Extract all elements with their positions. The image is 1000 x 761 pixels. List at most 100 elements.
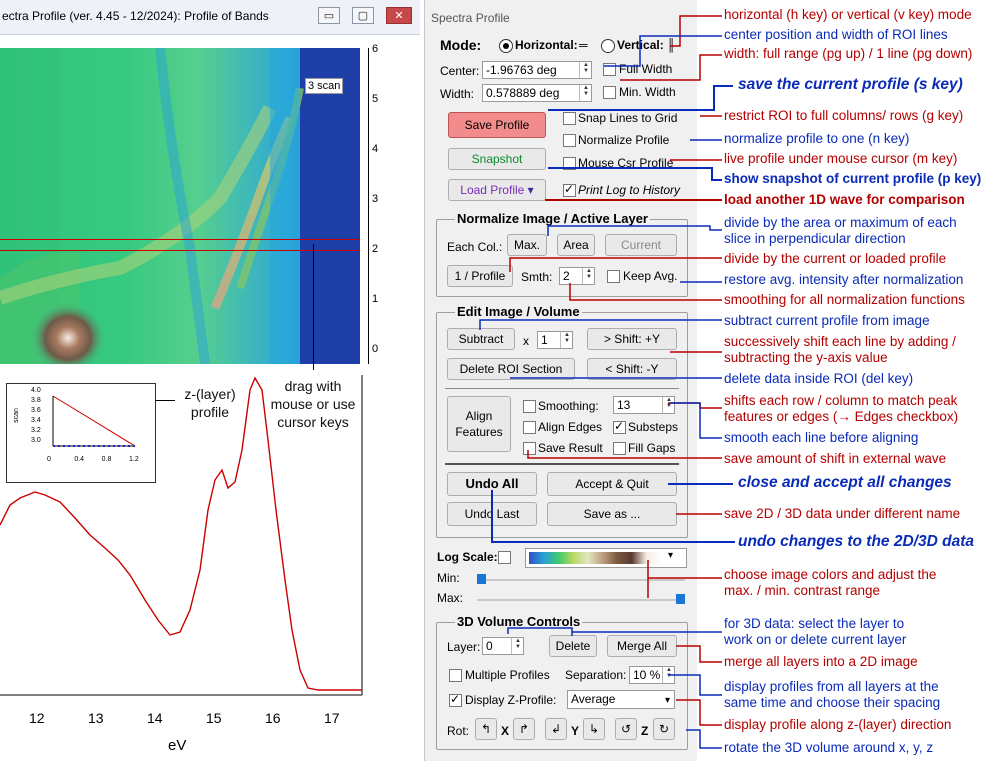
snapshot-button[interactable]: Snapshot <box>448 148 546 170</box>
align-edges-checkbox[interactable] <box>523 421 536 434</box>
rotate-z-ccw-icon[interactable]: ↺ <box>615 718 637 740</box>
annotation-align-1: shifts each row / column to match peak <box>724 393 958 408</box>
substeps-checkbox[interactable] <box>613 419 626 434</box>
subtract-button[interactable]: Subtract <box>447 328 515 350</box>
save-result-checkbox[interactable] <box>523 442 536 455</box>
horizontal-radio[interactable] <box>499 39 513 53</box>
divider <box>445 388 679 389</box>
mouse-csr-label: Mouse Csr Profile <box>578 156 674 170</box>
align-features-button[interactable]: Align Features <box>447 396 511 452</box>
max-slider-thumb[interactable] <box>676 594 685 604</box>
save-result-label: Save Result <box>538 441 603 455</box>
min-width-checkbox[interactable] <box>603 86 616 99</box>
width-input[interactable]: 0.578889 deg <box>482 84 592 102</box>
annotation-rotate: rotate the 3D volume around x, y, z <box>724 740 934 755</box>
mouse-csr-checkbox[interactable] <box>563 157 576 170</box>
current-button[interactable]: Current <box>605 234 677 256</box>
rotate-z-cw-icon[interactable]: ↻ <box>653 718 675 740</box>
close-button[interactable]: ✕ <box>386 7 412 24</box>
rot-z-label: Z <box>641 724 649 738</box>
annotation-colors-2: max. / min. contrast range <box>724 583 881 598</box>
snap-lines-checkbox[interactable] <box>563 112 576 125</box>
mode-label: Mode: <box>440 37 482 53</box>
annotation-mode: horizontal (h key) or vertical (v key) m… <box>724 7 972 22</box>
annotation-shift-1: successively shift each line by adding / <box>724 334 956 349</box>
rotate-x-left-icon[interactable]: ↰ <box>475 718 497 740</box>
image-y-tick: 4 <box>372 142 379 155</box>
print-log-checkbox[interactable] <box>563 182 576 197</box>
delete-roi-button[interactable]: Delete ROI Section <box>447 358 575 380</box>
normalize-profile-checkbox[interactable] <box>563 134 576 147</box>
minimize-button[interactable]: ▭ <box>318 7 340 24</box>
annotation-load: load another 1D wave for comparison <box>724 192 965 207</box>
keep-avg-checkbox[interactable] <box>607 270 620 283</box>
x-multiplier-input[interactable]: 1 <box>537 331 573 349</box>
multiple-profiles-checkbox[interactable] <box>449 669 462 682</box>
rotate-y-left-icon[interactable]: ↲ <box>545 718 567 740</box>
smth-stepper[interactable]: ▲ ▼ <box>582 268 595 284</box>
annotation-z-profile: display profile along z-(layer) directio… <box>724 717 952 732</box>
annotation-delete-roi: delete data inside ROI (del key) <box>724 371 914 386</box>
log-scale-label: Log Scale: <box>437 550 498 564</box>
layer-stepper[interactable]: ▲ ▼ <box>511 638 524 654</box>
shift-plus-button[interactable]: > Shift: +Y <box>587 328 677 350</box>
inset-y-ticks: 4.0 3.8 3.6 3.4 3.2 3.0 <box>29 387 51 452</box>
smoothing-stepper[interactable]: ▲ ▼ <box>662 397 675 413</box>
roi-line-bottom[interactable] <box>0 250 360 251</box>
annotation-width: width: full range (pg up) / 1 line (pg d… <box>724 46 973 61</box>
one-over-profile-button[interactable]: 1 / Profile <box>447 265 513 287</box>
profile-x-label: eV <box>168 737 187 754</box>
profile-x-tick: 13 <box>88 710 104 726</box>
save-as-button[interactable]: Save as ... <box>547 502 677 526</box>
color-table-select[interactable]: ▾ <box>525 548 687 568</box>
load-profile-label: Load Profile <box>460 183 525 197</box>
fill-gaps-label: Fill Gaps <box>628 441 676 455</box>
rot-x-label: X <box>501 724 510 738</box>
load-profile-button[interactable]: Load Profile ▾ <box>448 179 546 201</box>
maximize-button[interactable]: ▢ <box>352 7 374 24</box>
separation-stepper[interactable]: ▲ ▼ <box>662 667 675 683</box>
layer-input[interactable]: 0 <box>482 637 524 655</box>
smoothing-input[interactable]: 13 <box>613 396 675 414</box>
keep-avg-label: Keep Avg. <box>623 269 678 283</box>
image-y-axis <box>368 48 369 364</box>
center-stepper[interactable]: ▲ ▼ <box>579 62 592 78</box>
image-y-tick: 5 <box>372 92 379 105</box>
max-label: Max: <box>437 591 464 605</box>
max-button[interactable]: Max. <box>507 234 547 256</box>
shift-minus-button[interactable]: < Shift: -Y <box>587 358 677 380</box>
roi-line-top[interactable] <box>0 239 360 240</box>
band-image[interactable] <box>0 48 360 364</box>
rot-label: Rot: <box>447 724 470 738</box>
accept-quit-button[interactable]: Accept & Quit <box>547 472 677 496</box>
undo-all-button[interactable]: Undo All <box>447 472 537 496</box>
inset-y-tick: 3.6 <box>31 406 41 414</box>
horizontal-label: Horizontal: <box>515 38 578 52</box>
fill-gaps-checkbox[interactable] <box>613 442 626 455</box>
annotation-center: center position and width of ROI lines <box>724 27 948 42</box>
x-multiplier-stepper[interactable]: ▲ ▼ <box>560 332 573 348</box>
area-button[interactable]: Area <box>557 234 595 256</box>
max-slider-track[interactable] <box>477 599 685 601</box>
smoothing-checkbox[interactable] <box>523 400 536 413</box>
inset-x-ticks: 0 0.4 0.8 1.2 <box>47 456 147 468</box>
volume-group-title: 3D Volume Controls <box>455 614 583 629</box>
min-slider-thumb[interactable] <box>477 574 486 584</box>
save-profile-button[interactable]: Save Profile <box>448 112 546 138</box>
display-z-checkbox[interactable] <box>449 692 462 707</box>
profile-x-tick: 12 <box>29 710 45 726</box>
normalize-profile-label: Normalize Profile <box>578 133 670 147</box>
delete-layer-button[interactable]: Delete <box>549 635 597 657</box>
log-scale-checkbox[interactable] <box>498 551 511 564</box>
width-stepper[interactable]: ▲ ▼ <box>579 85 592 101</box>
center-input[interactable]: -1.96763 deg <box>482 61 592 79</box>
rotate-x-right-icon[interactable]: ↱ <box>513 718 535 740</box>
min-width-label: Min. Width <box>619 85 676 99</box>
horizontal-glyph: ═ <box>579 38 588 52</box>
vertical-radio[interactable] <box>601 39 615 53</box>
min-slider-track[interactable] <box>477 579 685 581</box>
rotate-y-right-icon[interactable]: ↳ <box>583 718 605 740</box>
z-mode-select[interactable]: Average ▾ <box>567 690 675 709</box>
smth-input[interactable]: 2 <box>559 267 595 285</box>
